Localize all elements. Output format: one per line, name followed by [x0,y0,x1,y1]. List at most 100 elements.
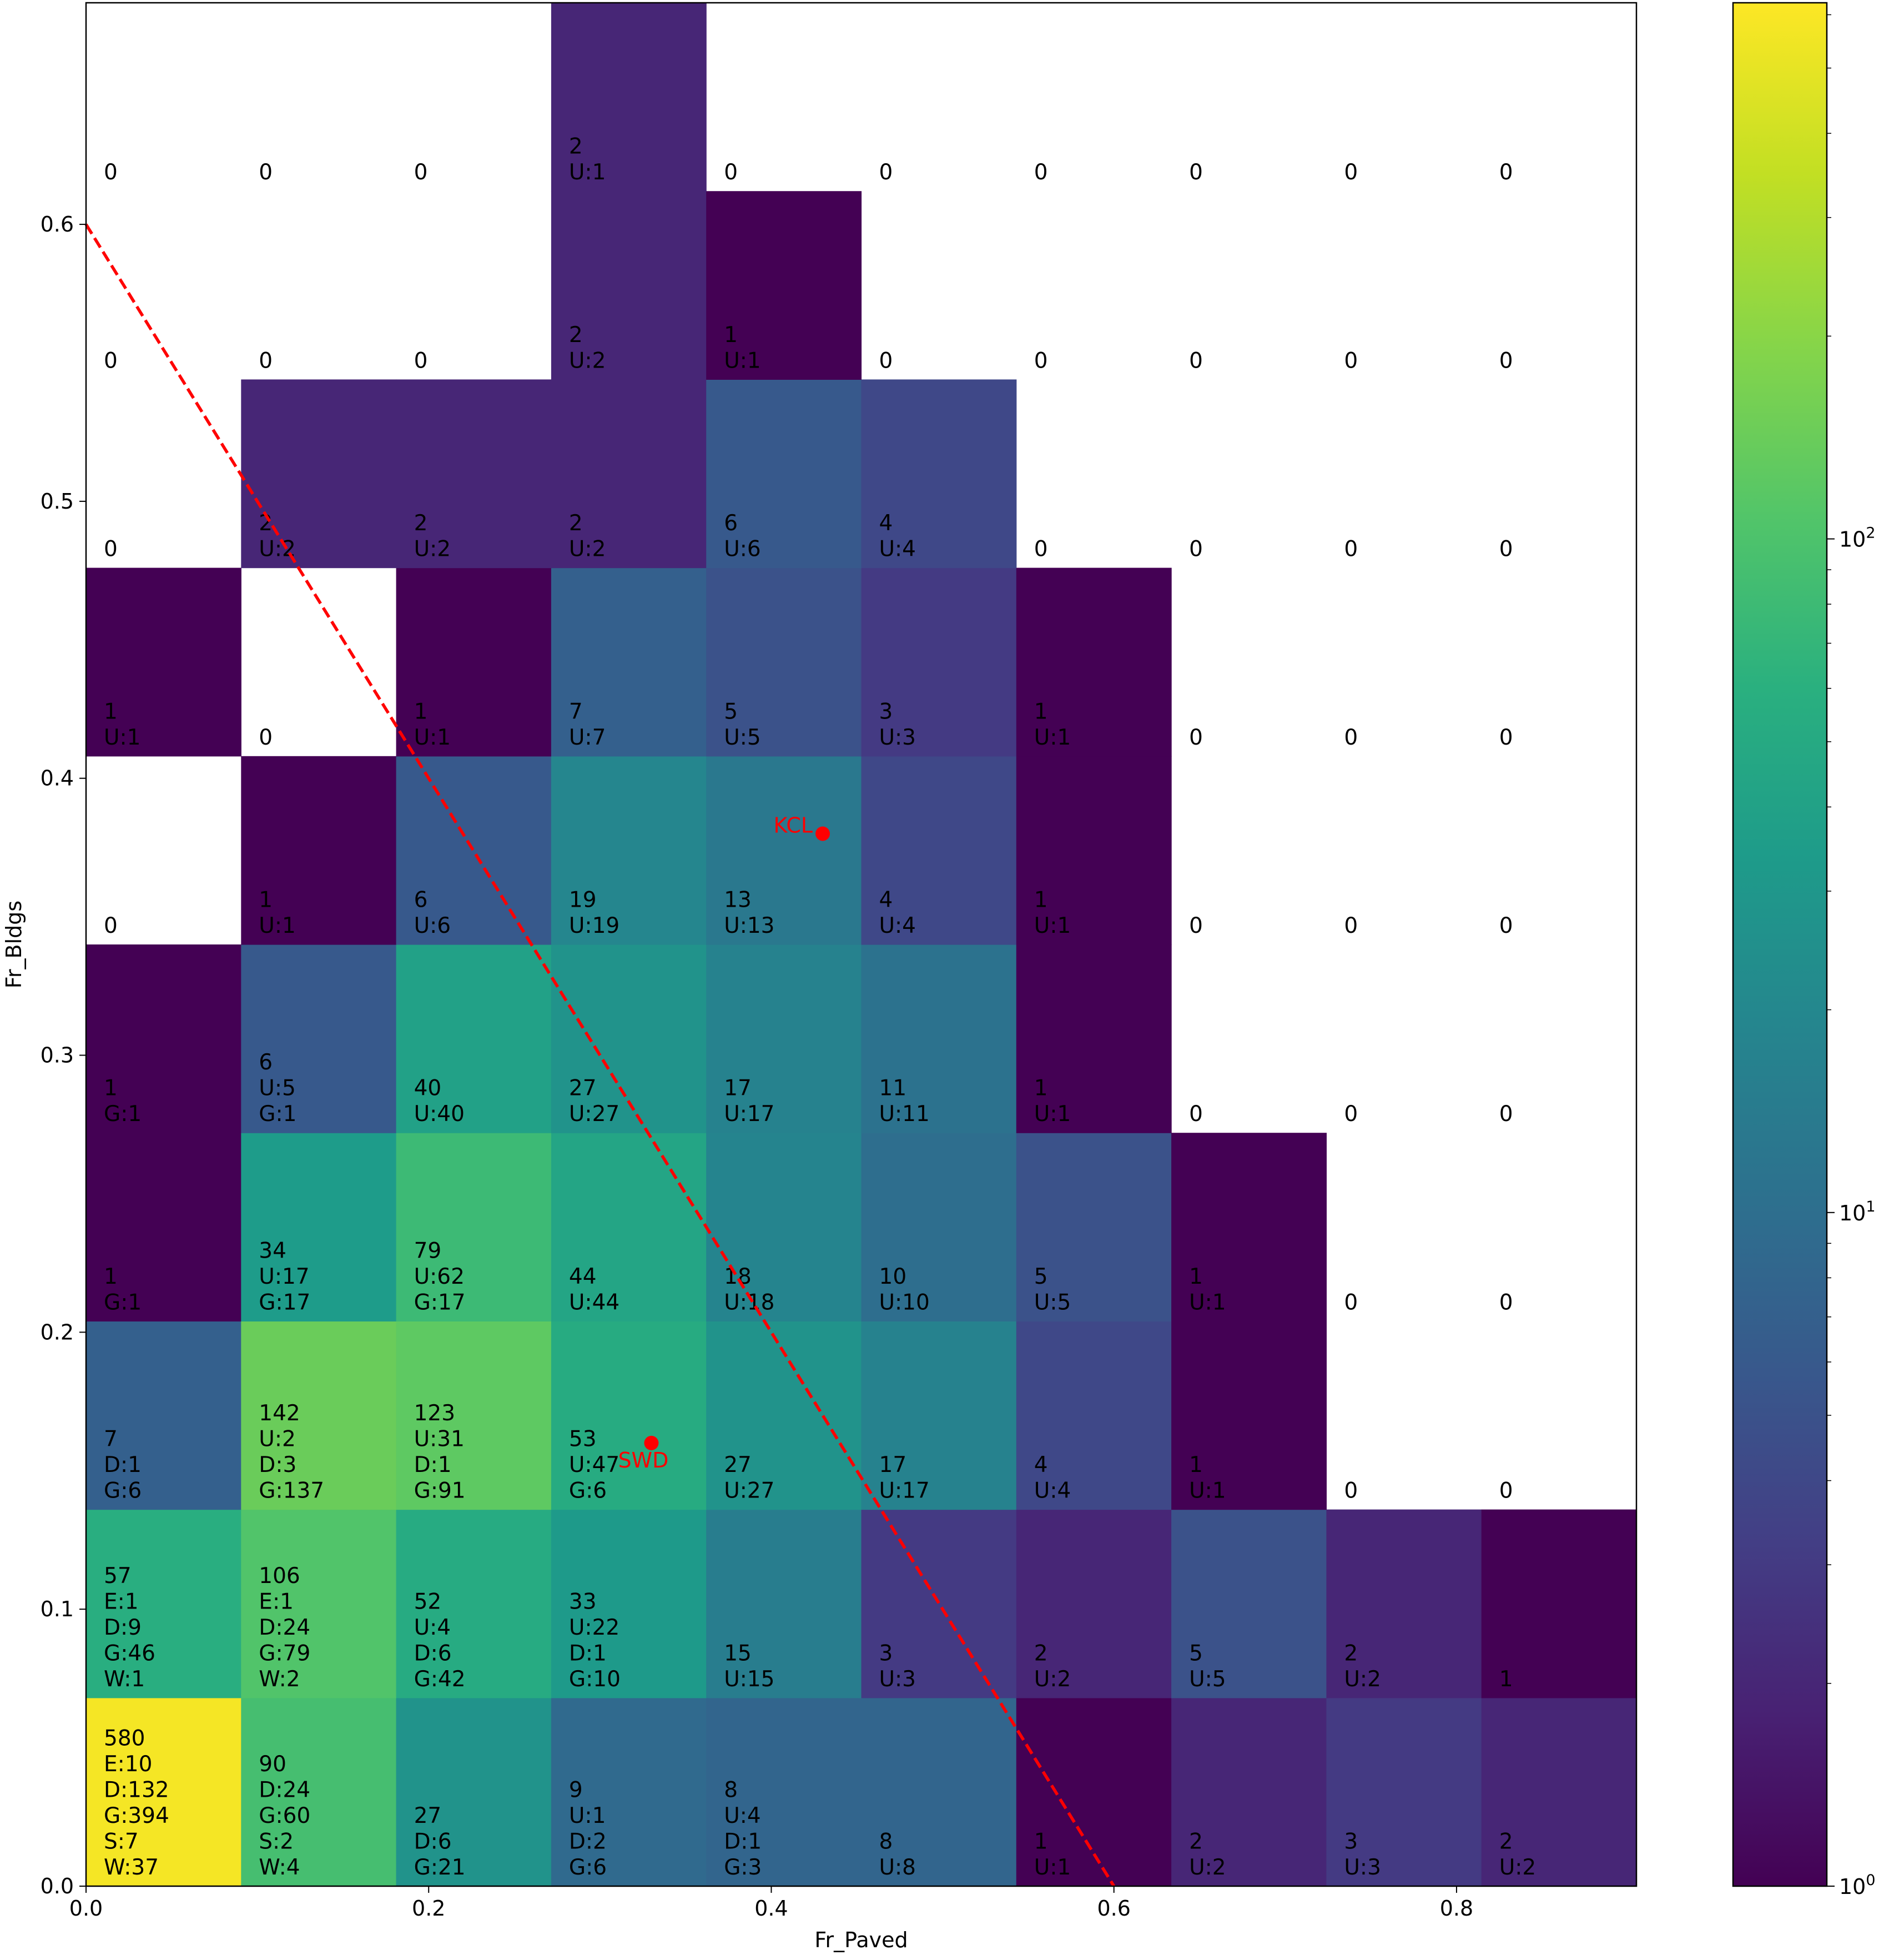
cell-label: D:2 [569,1830,607,1855]
cell-label: 0 [1499,1290,1513,1315]
cell-label: D:6 [414,1830,452,1855]
cell-label: 2 [569,134,583,159]
cell-label: G:394 [104,1803,169,1828]
cell-label: U:3 [879,1667,916,1692]
x-tick-label: 0.2 [412,1896,445,1921]
cell-label: D:1 [724,1830,762,1855]
heatmap-cell [396,1509,552,1698]
cell-label: U:27 [724,1479,774,1504]
cell-label: G:137 [259,1479,324,1504]
cell-label: U:8 [879,1855,916,1880]
heatmap-cell [1016,567,1172,757]
cell-label: G:3 [724,1855,762,1880]
heatmap-cell [241,756,397,945]
heatmap-cell [241,379,397,569]
cell-label: 1 [1499,1667,1513,1692]
cell-label: 2 [569,511,583,536]
heatmap-cell [551,379,707,569]
y-tick-label: 0.0 [41,1874,74,1898]
cell-label: 4 [879,888,893,913]
cell-label: U:2 [1499,1855,1537,1880]
heatmap-cell [706,756,862,945]
cell-label: 53 [569,1427,597,1452]
cell-label: 2 [1034,1641,1048,1666]
heatmap-cell [706,944,862,1133]
cell-label: U:2 [414,537,451,562]
cell-label: U:2 [1344,1667,1381,1692]
cell-label: U:1 [1034,1102,1071,1127]
cell-label: 57 [104,1564,132,1589]
cell-label: D:9 [104,1615,142,1640]
cell-label: U:31 [414,1427,465,1452]
cell-label: U:22 [569,1615,619,1640]
heatmap-cell [861,944,1017,1133]
cell-label: G:60 [259,1803,310,1828]
cell-label: 0 [1499,160,1513,185]
cell-label: 8 [724,1778,738,1803]
cell-label: 4 [1034,1453,1048,1477]
cell-label: U:2 [569,537,606,562]
cell-label: 0 [104,348,118,373]
heatmap-cell [551,191,707,380]
annotation-label: SWD [618,1448,668,1472]
cell-label: 0 [1034,348,1048,373]
cell-label: G:17 [259,1290,310,1315]
cell-label: G:46 [104,1641,155,1666]
cell-label: 5 [1034,1264,1048,1289]
cell-label: 0 [414,160,428,185]
cell-label: 0 [879,160,893,185]
cell-label: 0 [1344,537,1358,562]
cell-label: U:3 [1344,1855,1381,1880]
cell-label: 7 [104,1427,118,1452]
cell-label: S:7 [104,1830,139,1855]
cell-label: 2 [1189,1830,1203,1855]
cell-label: 0 [104,537,118,562]
cell-label: U:3 [879,725,916,750]
cell-label: 0 [104,160,118,185]
cell-label: U:4 [879,913,916,938]
cell-label: 0 [1189,160,1203,185]
colorbar-tick-label: 100 [1839,1872,1876,1899]
cell-label: 1 [724,323,738,348]
cell-label: 3 [879,1641,893,1666]
cell-label: U:1 [1034,913,1071,938]
cell-label: U:4 [724,1803,761,1828]
heatmap-cell [1171,1509,1327,1698]
colorbar [1732,2,1828,1887]
cell-label: G:17 [414,1290,466,1315]
x-tick-label: 0.0 [69,1896,103,1921]
cell-label: 0 [1499,725,1513,750]
heatmap-cell [1016,1133,1172,1321]
cell-label: 27 [569,1076,597,1101]
heatmap-cell [396,1697,552,1887]
heatmap-cell [861,1321,1017,1510]
cell-label: 6 [414,888,428,913]
cell-label: U:1 [569,1803,606,1828]
cell-label: 18 [724,1264,752,1289]
cell-label: 0 [1499,1102,1513,1127]
heatmap-cell [1016,756,1172,945]
cell-label: 33 [569,1589,597,1614]
heatmap-cell [861,1133,1017,1321]
y-tick-label: 0.1 [41,1597,74,1621]
cell-label: 2 [414,511,428,536]
heatmap-cell [396,756,552,945]
cell-label: 1 [104,699,118,724]
heatmap-cell [706,1133,862,1321]
x-tick-label: 0.4 [754,1896,788,1921]
heatmap-cell [1171,1697,1327,1887]
cell-label: W:1 [104,1667,145,1692]
heatmap-cell [861,1697,1017,1887]
heatmap-cell [1016,944,1172,1133]
y-tick-label: 0.6 [41,212,74,237]
cell-label: 0 [1344,348,1358,373]
cell-label: 0 [1499,913,1513,938]
cell-label: U:15 [724,1667,774,1692]
cell-label: U:1 [259,913,296,938]
cell-label: 44 [569,1264,597,1289]
cell-label: U:2 [259,537,296,562]
cell-label: U:44 [569,1290,619,1315]
heatmap-cell [551,567,707,757]
cell-label: G:1 [104,1290,142,1315]
